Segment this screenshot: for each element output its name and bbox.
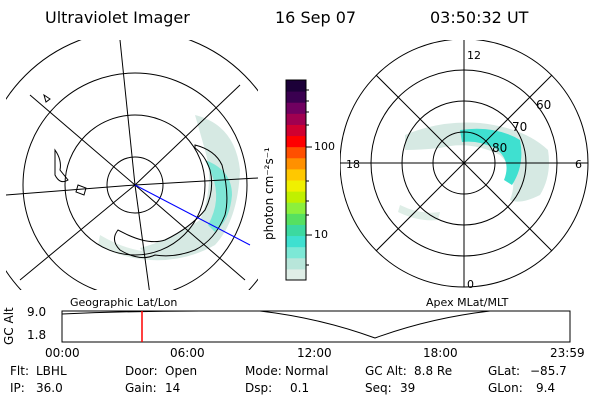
colorbar-band xyxy=(286,80,306,92)
colorbar-frame xyxy=(285,79,307,281)
apex-plot xyxy=(340,40,589,288)
dsp-label: Dsp: xyxy=(245,381,273,395)
landmass xyxy=(54,148,69,183)
glat-label: GLat: xyxy=(488,364,521,378)
lat-circle-40 xyxy=(0,0,335,385)
instrument-title: Ultraviolet Imager xyxy=(45,8,190,27)
ip-label: IP: xyxy=(10,381,25,395)
timeline-xtick: 18:00 xyxy=(423,346,458,360)
colorbar-band xyxy=(286,157,306,170)
colorbar-band xyxy=(286,113,306,125)
seq-value: 39 xyxy=(400,381,416,395)
dsp-value: 0.1 xyxy=(290,381,310,395)
altitude-curve xyxy=(61,310,570,339)
sun-direction-line xyxy=(134,184,251,246)
colorbar-minor-ticks xyxy=(306,89,309,266)
timeline-ytick-top: 9.0 xyxy=(27,305,47,319)
colorbar-unit-label: photon cm⁻²s⁻¹ xyxy=(262,147,276,240)
mlt-label-0: 0 xyxy=(467,278,474,291)
gain-label: Gain: xyxy=(125,381,157,395)
meridian xyxy=(19,184,136,281)
timeline-ylabel: GC Alt xyxy=(2,307,16,345)
aurora-patch xyxy=(98,235,150,260)
mlt-label-6: 6 xyxy=(575,158,582,171)
colorbar-band xyxy=(286,202,306,214)
time-label: 03:50:32 UT xyxy=(430,8,529,27)
mlt-label-12: 12 xyxy=(467,49,481,62)
meridian xyxy=(119,40,136,186)
ip-value: 36.0 xyxy=(36,381,63,395)
mode-value: Normal xyxy=(285,364,329,378)
aurora-patch xyxy=(398,205,440,221)
date-label: 16 Sep 07 xyxy=(275,8,357,27)
mlat-label-70: 70 xyxy=(512,120,528,134)
mode-label: Mode: xyxy=(245,364,282,378)
colorbar-band xyxy=(286,268,306,281)
gcalt-label: GC Alt: xyxy=(365,364,407,378)
meridian xyxy=(29,94,136,186)
colorbar-band xyxy=(286,224,306,237)
aurora-oval xyxy=(460,128,522,185)
colorbar-band xyxy=(286,180,306,192)
antarctica-coastline xyxy=(114,144,228,259)
colorbar-band xyxy=(286,135,306,148)
gcalt-value: 8.8 Re xyxy=(414,364,453,378)
mlt-label-18: 18 xyxy=(346,158,360,171)
colorbar-band xyxy=(286,91,306,103)
landmass xyxy=(75,184,87,196)
colorbar-band xyxy=(286,257,306,270)
lat-circle-60 xyxy=(22,72,248,290)
timeline-frame xyxy=(61,310,571,343)
colorbar-band xyxy=(286,213,306,225)
flt-value: LBHL xyxy=(36,364,67,378)
timeline-xtick: 06:00 xyxy=(170,346,205,360)
colorbar-tick-100: 100 xyxy=(314,140,335,153)
colorbar-band xyxy=(286,191,306,203)
timeline-xtick: 23:59 xyxy=(550,346,585,360)
colorbar-band xyxy=(286,235,306,248)
glat-value: −85.7 xyxy=(530,364,567,378)
colorbar-band xyxy=(286,124,306,137)
colorbar xyxy=(286,80,306,281)
lat-circle-80 xyxy=(106,156,164,214)
glon-value: 9.4 xyxy=(536,381,556,395)
glon-label: GLon: xyxy=(488,381,523,395)
meridian xyxy=(134,177,258,186)
colorbar-band xyxy=(286,146,306,159)
timeline-ytick-bottom: 1.8 xyxy=(27,328,47,342)
meridian xyxy=(134,84,241,186)
seq-label: Seq: xyxy=(365,381,392,395)
meridian xyxy=(6,184,136,196)
door-value: Open xyxy=(165,364,198,378)
meridian xyxy=(134,184,246,281)
timeline-xtick: 12:00 xyxy=(297,346,332,360)
mlt-line-diag xyxy=(375,74,553,252)
colorbar-band xyxy=(286,168,306,181)
timeline-xtick: 00:00 xyxy=(45,346,80,360)
geographic-label: Geographic Lat/Lon xyxy=(70,296,178,309)
colorbar-tick-10: 10 xyxy=(314,228,328,241)
door-label: Door: xyxy=(125,364,158,378)
landmass xyxy=(43,93,51,103)
mlat-label-80: 80 xyxy=(492,141,508,155)
mlat-label-60: 60 xyxy=(536,98,552,112)
gain-value: 14 xyxy=(165,381,181,395)
apex-label: Apex MLat/MLT xyxy=(426,296,509,309)
colorbar-band xyxy=(286,246,306,259)
colorbar-band xyxy=(286,102,306,114)
lat-circle-70 xyxy=(64,114,206,256)
flt-label: Flt: xyxy=(10,364,29,378)
